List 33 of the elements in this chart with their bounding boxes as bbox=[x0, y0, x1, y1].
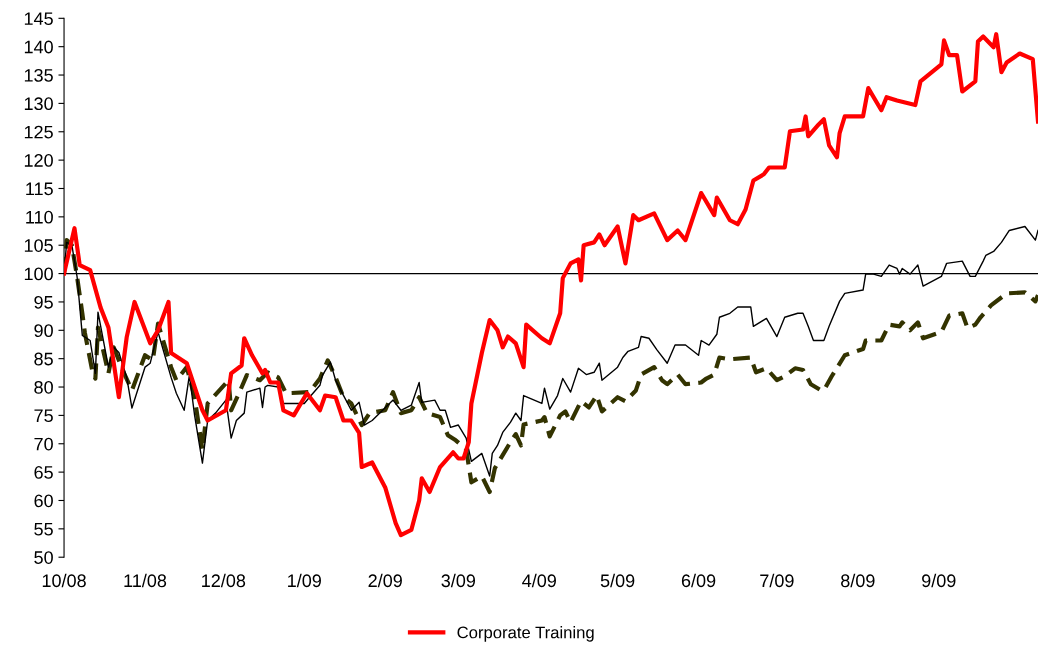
y-tick-label: 95 bbox=[34, 295, 53, 309]
y-tick-label: 140 bbox=[24, 40, 53, 54]
y-tick-label: 70 bbox=[34, 437, 53, 451]
y-tick-label: 115 bbox=[26, 182, 53, 196]
x-tick-label: 2/09 bbox=[368, 573, 402, 588]
y-tick-label: 80 bbox=[34, 380, 53, 394]
y-tick-label: 50 bbox=[34, 551, 53, 564]
legend-label: Corporate Training bbox=[457, 626, 594, 642]
x-tick-label: 9/09 bbox=[922, 573, 956, 588]
x-tick-label: 6/09 bbox=[681, 573, 716, 588]
y-tick-label: 65 bbox=[34, 466, 53, 479]
y-tick-label: 100 bbox=[24, 267, 53, 281]
x-tick-label: 1/09 bbox=[288, 573, 321, 588]
x-tick-label: 3/09 bbox=[441, 573, 476, 588]
y-tick-label: 120 bbox=[24, 154, 53, 167]
y-tick-label: 55 bbox=[34, 522, 53, 536]
y-tick-label: 130 bbox=[24, 97, 53, 111]
y-tick-label: 105 bbox=[24, 239, 53, 252]
y-tick-label: 85 bbox=[34, 352, 53, 366]
y-tick-label: 135 bbox=[24, 68, 53, 82]
x-tick-label: 5/09 bbox=[600, 573, 635, 588]
y-tick-label: 60 bbox=[34, 494, 53, 508]
x-tick-label: 11/08 bbox=[124, 573, 167, 588]
x-tick-label: 8/09 bbox=[841, 573, 875, 588]
x-tick-label: 10/08 bbox=[42, 573, 86, 588]
y-tick-label: 90 bbox=[34, 324, 53, 338]
y-tick-label: 110 bbox=[26, 210, 53, 224]
x-tick-label: 12/08 bbox=[202, 573, 246, 588]
y-tick-label: 125 bbox=[24, 125, 53, 139]
y-tick-label: 75 bbox=[34, 409, 53, 423]
x-tick-label: 4/09 bbox=[522, 573, 556, 588]
x-tick-label: 7/09 bbox=[760, 573, 794, 588]
y-tick-label: 145 bbox=[24, 12, 53, 26]
